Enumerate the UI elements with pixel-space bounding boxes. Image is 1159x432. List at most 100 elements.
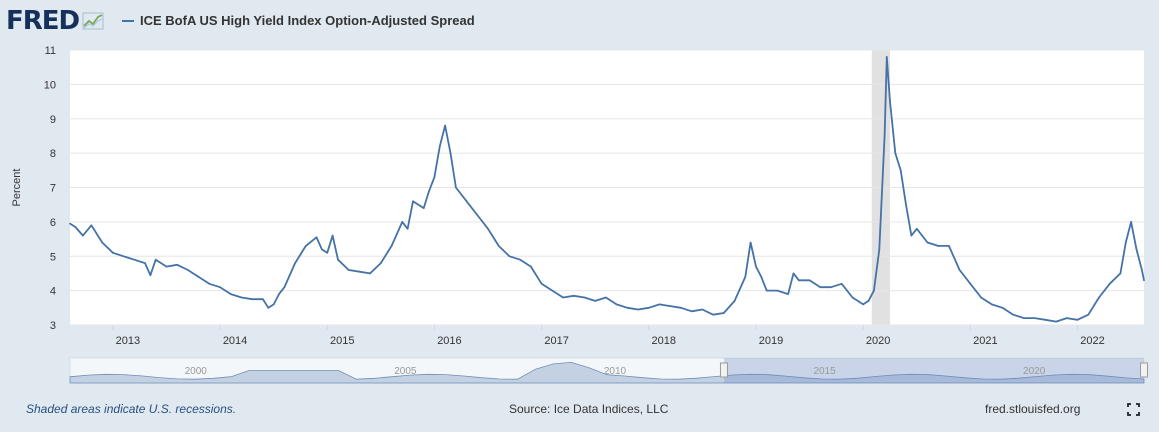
x-tick-label: 2021 — [973, 335, 997, 347]
data-point — [465, 200, 468, 203]
data-point — [1108, 282, 1111, 285]
data-point — [948, 245, 950, 247]
data-point — [1119, 272, 1122, 275]
data-point — [867, 300, 870, 302]
data-point — [658, 303, 661, 306]
x-tick-label: 2019 — [759, 335, 783, 347]
data-point — [149, 274, 152, 276]
data-point — [690, 310, 693, 313]
data-point — [840, 282, 843, 285]
data-point — [406, 227, 409, 230]
y-tick-label: 10 — [44, 79, 56, 91]
data-point — [990, 303, 993, 306]
data-point — [749, 241, 752, 244]
data-point — [1141, 269, 1143, 271]
data-point — [176, 264, 178, 266]
data-point — [926, 241, 929, 244]
data-point — [540, 282, 543, 285]
data-point — [112, 252, 114, 254]
x-tick-label: 2022 — [1080, 335, 1104, 347]
data-point — [792, 272, 795, 275]
data-point — [444, 124, 446, 127]
data-point — [390, 245, 393, 247]
data-point — [69, 222, 71, 225]
data-point — [905, 203, 907, 206]
x-tick-label: 2017 — [544, 335, 568, 347]
data-point — [1076, 319, 1079, 321]
data-point — [626, 307, 629, 309]
data-point — [894, 152, 897, 154]
data-point — [438, 145, 441, 148]
data-point — [712, 313, 714, 316]
data-point — [337, 258, 339, 261]
source-note: Source: Ice Data Indices, LLC — [509, 402, 669, 416]
data-point — [819, 286, 822, 288]
navigator-tick-label: 2020 — [1023, 366, 1046, 377]
site-link[interactable]: fred.stlouisfed.org — [985, 402, 1081, 416]
data-point — [401, 221, 404, 223]
navigator-series — [69, 361, 1145, 384]
legend-swatch — [122, 19, 134, 22]
x-tick-label: 2016 — [437, 335, 461, 347]
recession-note[interactable]: Shaded areas indicate U.S. recessions. — [26, 402, 237, 416]
navigator-handle[interactable] — [719, 362, 728, 378]
fullscreen-expand-icon[interactable] — [1127, 403, 1140, 416]
data-point — [369, 272, 371, 275]
data-point — [412, 200, 414, 203]
data-point — [572, 294, 575, 297]
data-point — [958, 269, 961, 271]
series-title: ICE BofA US High Yield Index Option-Adju… — [140, 13, 475, 28]
data-point — [240, 296, 243, 299]
data-point — [562, 296, 564, 299]
data-point — [305, 245, 307, 247]
chart-line-icon — [82, 12, 104, 30]
data-point — [723, 312, 725, 314]
series-legend[interactable]: ICE BofA US High Yield Index Option-Adju… — [122, 13, 475, 28]
data-point — [133, 258, 136, 261]
data-point — [873, 289, 875, 292]
data-point — [680, 307, 682, 309]
data-point — [331, 234, 334, 237]
navigator-handle[interactable] — [1140, 362, 1148, 378]
data-point — [605, 296, 607, 299]
fred-logo[interactable]: FRED — [6, 6, 104, 36]
data-point — [321, 248, 323, 251]
chart[interactable]: 3 4 5 6 7 8 9 10 11 2013 2014 2015 2016 2017 2018 2019 2… — [0, 40, 1159, 392]
navigator-tick-label: 2005 — [394, 366, 417, 377]
data-point — [433, 176, 436, 178]
x-tick-label: 2013 — [116, 335, 140, 347]
data-point — [208, 282, 211, 285]
data-point — [1130, 221, 1132, 223]
data-point — [530, 265, 532, 268]
data-point — [1087, 313, 1090, 316]
data-point — [1033, 317, 1036, 319]
data-point — [885, 56, 888, 58]
data-point — [637, 308, 639, 311]
data-point — [497, 245, 500, 247]
data-point — [615, 303, 618, 306]
data-point — [765, 289, 768, 292]
data-point — [744, 276, 747, 278]
data-point — [422, 207, 425, 209]
data-point — [830, 286, 832, 288]
data-point — [160, 262, 162, 264]
header: FRED ICE BofA US High Yield Index Option… — [0, 0, 1159, 44]
data-point — [428, 190, 430, 192]
data-point — [101, 241, 103, 244]
data-point — [1012, 313, 1015, 316]
y-tick-label: 3 — [50, 320, 56, 332]
data-point — [1098, 296, 1100, 299]
data-point — [294, 262, 296, 264]
data-point — [889, 100, 891, 103]
data-point — [90, 224, 93, 227]
data-point — [165, 265, 168, 268]
data-point — [74, 226, 77, 228]
data-point — [283, 286, 286, 288]
data-point — [1023, 317, 1025, 319]
data-point — [229, 293, 232, 295]
data-point — [1001, 307, 1004, 309]
x-tick-label: 2018 — [652, 335, 676, 347]
y-axis-label: Percent — [11, 169, 23, 207]
series-line — [69, 55, 1145, 323]
data-point — [455, 186, 457, 189]
